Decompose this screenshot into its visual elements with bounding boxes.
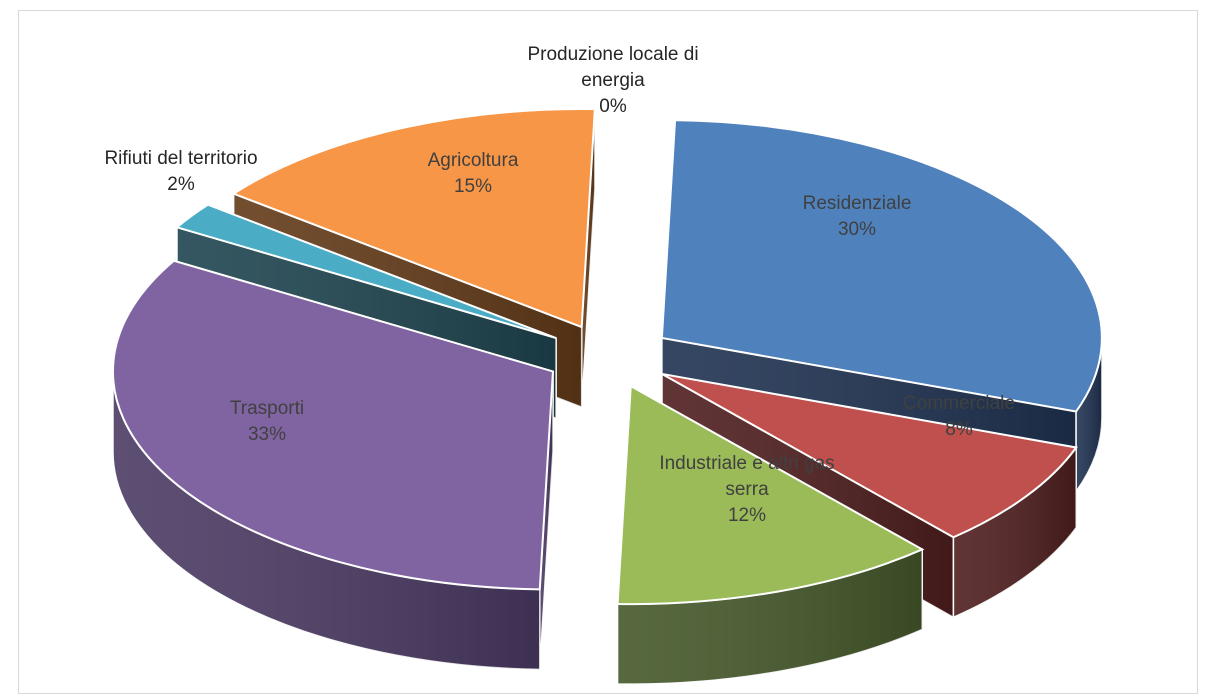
pie-chart: Residenziale 30% Commerciale 8% Industriale … [104, 44, 1103, 685]
slice-industriale-e-altri-gas-serra[interactable] [616, 384, 925, 606]
slice-outer-wall-shade [112, 371, 540, 670]
data-label-name: Commerciale [903, 393, 1015, 414]
data-label-value: 30% [838, 219, 876, 240]
data-label-value: 8% [945, 419, 973, 440]
chart-area: Residenziale 30% Commerciale 8% Industriale … [18, 10, 1198, 694]
data-label-name: Rifiuti del territorio [104, 148, 257, 169]
data-label-name: Agricoltura [428, 150, 519, 171]
data-label-agricoltura: Agricoltura 15% [428, 150, 519, 197]
data-label-commerciale: Commerciale 8% [903, 393, 1015, 440]
slice-outer-wall-shade [953, 447, 1077, 618]
data-label-value: 0% [599, 96, 627, 117]
data-label-name: Residenziale [803, 193, 912, 214]
data-label-value: 12% [728, 505, 766, 526]
slice-radial-wall-shade [539, 371, 553, 670]
data-label-value: 2% [167, 174, 195, 195]
data-label-name: serra [725, 479, 769, 500]
pie-labels: Residenziale 30% Commerciale 8% Industriale … [104, 44, 1015, 526]
data-label-produzione-locale-di-energia: Produzione locale di energia 0% [527, 44, 698, 117]
slice-rifiuti-del-territorio[interactable] [174, 203, 557, 340]
data-label-trasporti: Trasporti 33% [230, 398, 304, 445]
slice-outer-wall-shade [617, 549, 923, 685]
data-label-value: 15% [454, 176, 492, 197]
pie-tops [112, 108, 1103, 606]
data-label-industriale-e-altri-gas-serra: Industriale e altri gas serra 12% [659, 453, 834, 526]
slice-trasporti[interactable] [112, 259, 555, 591]
data-label-value: 33% [248, 424, 286, 445]
slice-residenziale[interactable] [660, 119, 1103, 413]
slice-radial-wall-shade [581, 109, 595, 408]
data-label-name: Industriale e altri gas [659, 453, 834, 474]
data-label-name: Trasporti [230, 398, 304, 419]
data-label-name: energia [581, 70, 645, 91]
slice-agricoltura[interactable] [231, 108, 596, 329]
data-label-residenziale: Residenziale 30% [803, 193, 912, 240]
data-label-rifiuti-del-territorio: Rifiuti del territorio 2% [104, 148, 257, 195]
slice-commerciale[interactable] [661, 372, 1078, 539]
data-label-name: Produzione locale di [527, 44, 698, 65]
